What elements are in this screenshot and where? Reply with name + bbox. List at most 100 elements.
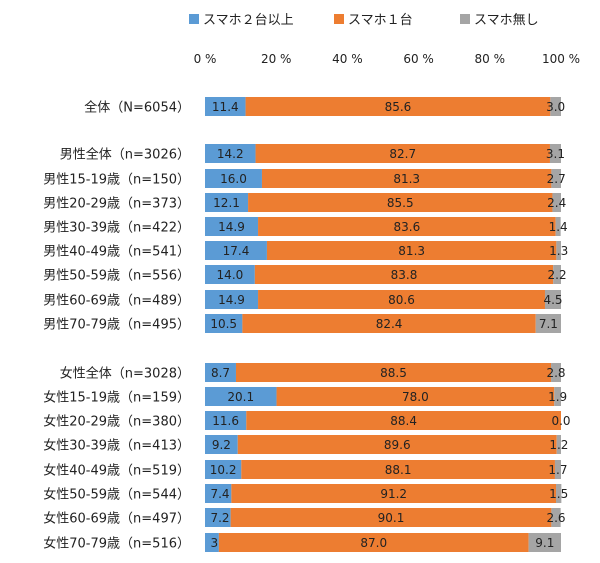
legend-label-2: スマホ無し	[474, 13, 539, 28]
bar-segment-2	[556, 241, 561, 260]
bar-segment-1	[246, 411, 561, 430]
data-label: 82.7	[389, 147, 416, 161]
data-label: 7.2	[210, 511, 229, 525]
data-label: 2.6	[546, 511, 565, 525]
bar-segment-0	[205, 508, 231, 527]
category-label: 女性50-59歳（n=544）	[43, 487, 190, 503]
data-label: 3.1	[546, 147, 565, 161]
data-label: 10.2	[210, 463, 237, 477]
bar-segment-0	[205, 363, 236, 382]
legend-label-1: スマホ１台	[348, 13, 413, 28]
category-label: 男性全体（n=3026）	[60, 147, 190, 163]
legend-swatch-1	[334, 14, 344, 24]
bar-segment-1	[248, 193, 553, 212]
category-label: 女性70-79歳（n=516）	[43, 536, 190, 552]
bar-segment-0	[205, 290, 259, 309]
data-label: 81.3	[393, 172, 420, 186]
data-label: 1.9	[548, 390, 567, 404]
category-label: 男性60-69歳（n=489）	[43, 294, 190, 309]
data-label: 2.8	[546, 366, 565, 380]
bar-segment-2	[555, 217, 561, 236]
data-label: 91.2	[380, 487, 407, 501]
x-tick-label: 80 %	[475, 52, 506, 66]
category-label: 全体（N=6054）	[84, 100, 190, 116]
category-label: 男性20-29歳（n=373）	[43, 197, 190, 212]
bar-segment-2	[551, 169, 561, 188]
category-label: 男性50-59歳（n=556）	[43, 269, 190, 284]
data-label: 11.4	[212, 100, 239, 114]
data-label: 89.6	[384, 438, 411, 452]
bar-segment-2	[549, 144, 561, 163]
legend-swatch-0	[189, 14, 199, 24]
bar-segment-0	[205, 193, 249, 212]
bar-segment-0	[205, 265, 255, 284]
x-tick-label: 20 %	[261, 52, 292, 66]
data-label: 3.0	[546, 100, 565, 114]
data-label: 7.1	[539, 317, 558, 331]
x-tick-label: 40 %	[332, 52, 363, 66]
data-label: 2.4	[547, 196, 566, 210]
bar-segment-1	[242, 314, 536, 333]
bar-segment-1	[231, 484, 557, 503]
bar-segment-1	[235, 363, 552, 382]
bar-segment-0	[205, 387, 277, 406]
bar-segment-0	[205, 314, 243, 333]
category-label: 女性20-29歳（n=380）	[43, 414, 190, 430]
bar-segment-0	[205, 144, 256, 163]
data-label: 85.6	[385, 100, 412, 114]
bar-segment-0	[205, 533, 219, 552]
category-label: 男性15-19歳（n=150）	[43, 173, 190, 188]
bar-segment-2	[553, 265, 561, 284]
bar-segment-1	[276, 387, 555, 406]
bar-segment-1	[254, 265, 554, 284]
bar-segment-0	[205, 97, 246, 116]
bar-segment-2	[552, 193, 561, 212]
bar-segment-1	[255, 144, 550, 163]
data-label: 88.1	[385, 463, 412, 477]
bar-segment-2	[551, 508, 561, 527]
bar-segment-2	[554, 460, 561, 479]
bar-segment-0	[205, 241, 267, 260]
data-label: 78.0	[402, 390, 429, 404]
data-label: 7.4	[210, 487, 229, 501]
category-label: 男性40-49歳（n=541）	[43, 245, 190, 260]
bar-segment-0	[205, 435, 238, 454]
bar-segment-0	[205, 484, 232, 503]
data-label: 1.5	[549, 487, 568, 501]
category-label: 女性全体（n=3028）	[60, 366, 190, 382]
data-label: 1.7	[548, 463, 567, 477]
bar-segment-2	[544, 290, 561, 309]
data-label: 17.4	[223, 244, 250, 258]
data-label: 80.6	[388, 293, 415, 307]
data-label: 9.2	[212, 438, 231, 452]
data-label: 14.9	[218, 293, 245, 307]
bar-segment-1	[237, 435, 557, 454]
bar-segment-0	[205, 411, 247, 430]
bar-segment-1	[266, 241, 557, 260]
bar-segment-1	[230, 508, 552, 527]
data-label: 20.1	[227, 390, 254, 404]
data-label: 9.1	[535, 536, 554, 550]
x-tick-label: 0 %	[194, 52, 217, 66]
data-label: 14.9	[218, 220, 245, 234]
bar-segment-0	[205, 460, 242, 479]
data-label: 85.5	[387, 196, 414, 210]
data-label: 14.2	[217, 147, 244, 161]
data-label: 8.7	[211, 366, 230, 380]
bar-segment-1	[241, 460, 555, 479]
bar-segment-1	[258, 217, 556, 236]
data-label: 88.5	[380, 366, 407, 380]
data-label: 1.4	[549, 220, 568, 234]
x-tick-label: 60 %	[403, 52, 434, 66]
data-label: 82.4	[376, 317, 403, 331]
data-label: 16.0	[220, 172, 247, 186]
bar-segment-1	[258, 290, 545, 309]
legend-swatch-2	[460, 14, 470, 24]
data-label: 0.0	[551, 414, 570, 428]
data-label: 11.6	[212, 414, 239, 428]
data-label: 1.3	[549, 244, 568, 258]
data-label: 81.3	[398, 244, 425, 258]
x-tick-label: 100 %	[542, 52, 580, 66]
data-label: 1.2	[549, 438, 568, 452]
